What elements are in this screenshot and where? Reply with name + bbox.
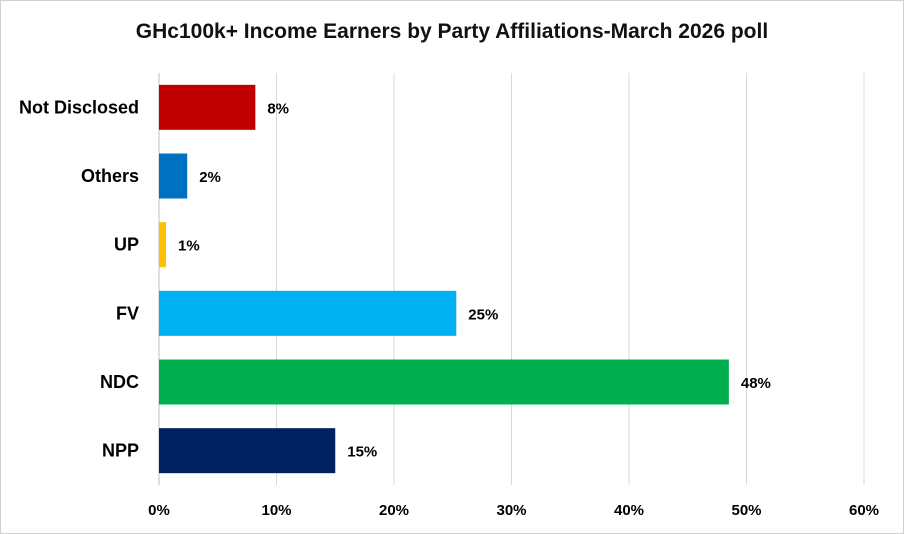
category-label: UP (114, 235, 139, 255)
x-tick-label: 60% (849, 502, 879, 519)
gridlines (158, 73, 865, 485)
x-tick-label: 40% (614, 502, 644, 519)
data-label: 2% (199, 169, 221, 186)
bar-npp (159, 428, 336, 474)
data-label: 15% (347, 444, 377, 461)
category-label: NPP (102, 441, 139, 461)
bar-up (159, 222, 167, 268)
x-tick-label: 0% (148, 502, 170, 519)
labels: 0% 10% 20% 30% 40% 50% 60% Not Disclosed 8% Other… (19, 97, 879, 519)
bar-others (159, 153, 188, 199)
data-label: 8% (267, 100, 289, 117)
bar-not-disclosed (159, 84, 256, 130)
x-tick-label: 50% (731, 502, 761, 519)
bars (159, 84, 729, 474)
bar-fv (159, 290, 457, 336)
x-tick-label: 30% (496, 502, 526, 519)
x-tick-label: 20% (379, 502, 409, 519)
category-label: NDC (100, 372, 139, 392)
data-label: 1% (178, 238, 200, 255)
bar-ndc (159, 359, 729, 405)
x-tick-label: 10% (261, 502, 291, 519)
category-label: Others (81, 166, 139, 186)
category-label: FV (116, 303, 139, 323)
chart-title: GHc100k+ Income Earners by Party Affilia… (135, 20, 769, 43)
data-label: 48% (741, 375, 771, 392)
category-label: Not Disclosed (19, 97, 139, 117)
data-label: 25% (468, 306, 498, 323)
